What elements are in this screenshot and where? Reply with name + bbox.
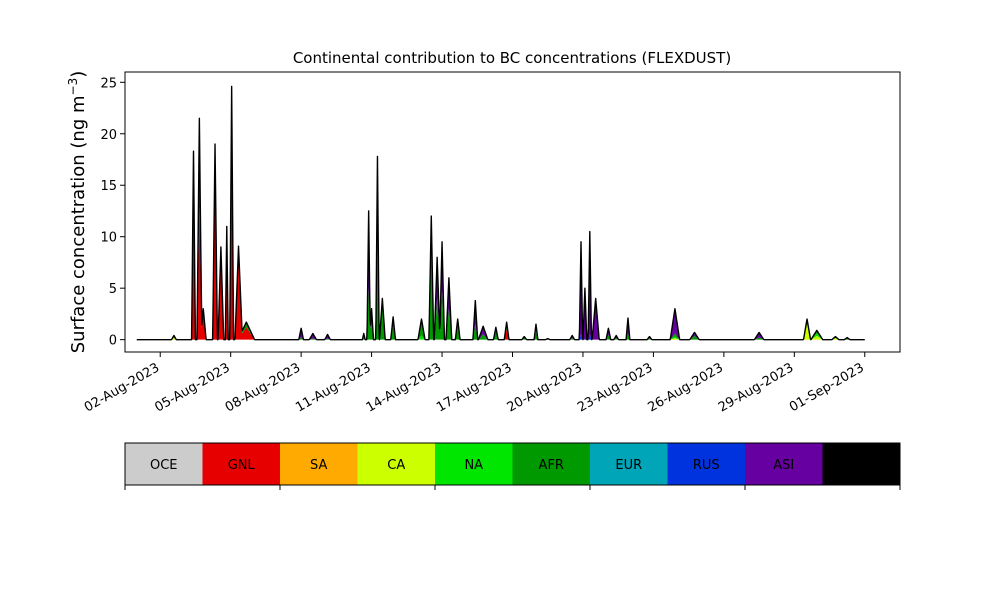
legend-swatch-eur	[590, 443, 668, 485]
total-outline-line	[136, 85, 865, 341]
legend-label-sa: SA	[310, 458, 327, 473]
legend-label-oce: OCE	[150, 458, 178, 473]
y-tick-label: 10	[100, 231, 117, 246]
legend-label-na: NA	[464, 458, 483, 473]
legend-label-asi: ASI	[773, 458, 794, 473]
legend-swatch-rus	[667, 443, 746, 485]
legend-swatch-na	[435, 443, 513, 485]
legend-label-eur: EUR	[615, 458, 642, 473]
legend-label-gnl: GNL	[228, 458, 256, 473]
legend-swatch-aus	[822, 443, 901, 485]
chart-title: Continental contribution to BC concentra…	[293, 49, 731, 67]
legend-label-aus: AUS	[848, 458, 875, 473]
legend-label-afr: AFR	[539, 458, 564, 473]
legend-swatch-afr	[512, 443, 591, 485]
legend-frame	[124, 442, 901, 486]
y-tick-label: 25	[100, 76, 117, 91]
y-axis-label: Surface concentration (ng m−3)	[66, 71, 89, 354]
legend-colorbar: OCE GNL SA CA NA AFR EUR RUS ASI AUS	[124, 442, 901, 490]
y-tick-label: 15	[100, 179, 117, 194]
y-axis-label-close: )	[68, 71, 89, 78]
y-tick-label: 5	[109, 282, 117, 297]
y-axis-label-superscript: −3	[66, 78, 80, 96]
legend-swatch-sa	[280, 443, 358, 485]
legend-label-rus: RUS	[693, 458, 720, 473]
y-tick-label: 0	[109, 334, 117, 349]
legend-swatch-ca	[357, 443, 436, 485]
legend-swatch-gnl	[202, 443, 281, 485]
y-axis-ticks: 0 5 10 15 20 25	[100, 76, 125, 349]
legend-swatch-asi	[745, 443, 823, 485]
y-tick-label: 20	[100, 128, 117, 143]
y-axis-label-text: Surface concentration (ng m	[68, 95, 89, 353]
legend-swatch-oce	[125, 443, 203, 485]
legend-label-ca: CA	[387, 458, 405, 473]
